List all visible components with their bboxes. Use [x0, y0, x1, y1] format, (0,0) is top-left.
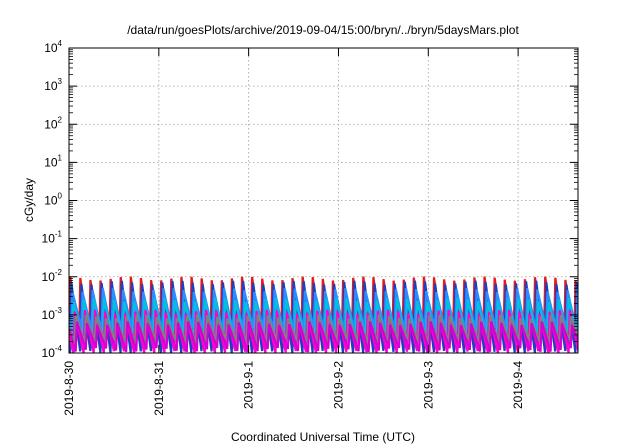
- y-tick-label: 100: [44, 192, 62, 208]
- y-tick-label: 10-4: [42, 344, 63, 360]
- y-tick-label: 101: [44, 153, 62, 169]
- y-axis-label: cGy/day: [22, 178, 36, 222]
- x-tick-label: 2019-8-30: [62, 361, 76, 416]
- series-line: [69, 321, 578, 353]
- x-tick-label: 2019-8-31: [152, 361, 166, 416]
- x-tick-label: 2019-9-4: [511, 361, 525, 409]
- y-tick-label: 10-3: [42, 306, 63, 322]
- x-tick-label: 2019-9-2: [331, 361, 345, 409]
- grid-layer: [69, 48, 578, 353]
- y-tick-label: 102: [44, 115, 62, 131]
- y-tick-label: 10-2: [42, 268, 63, 284]
- series-layer: [69, 276, 578, 353]
- x-tick-label: 2019-9-1: [242, 361, 256, 409]
- y-tick-label: 104: [44, 39, 62, 55]
- y-tick-label: 10-1: [42, 230, 63, 246]
- y-tick-label: 103: [44, 77, 62, 93]
- x-tick-label: 2019-9-3: [421, 361, 435, 409]
- x-axis-label: Coordinated Universal Time (UTC): [231, 430, 415, 444]
- tick-layer: 10-4 10-3 10-2 10-1 100 101 102 103 104 2019-8-30…: [42, 39, 578, 416]
- chart-title: /data/run/goesPlots/archive/2019-09-04/1…: [127, 23, 519, 37]
